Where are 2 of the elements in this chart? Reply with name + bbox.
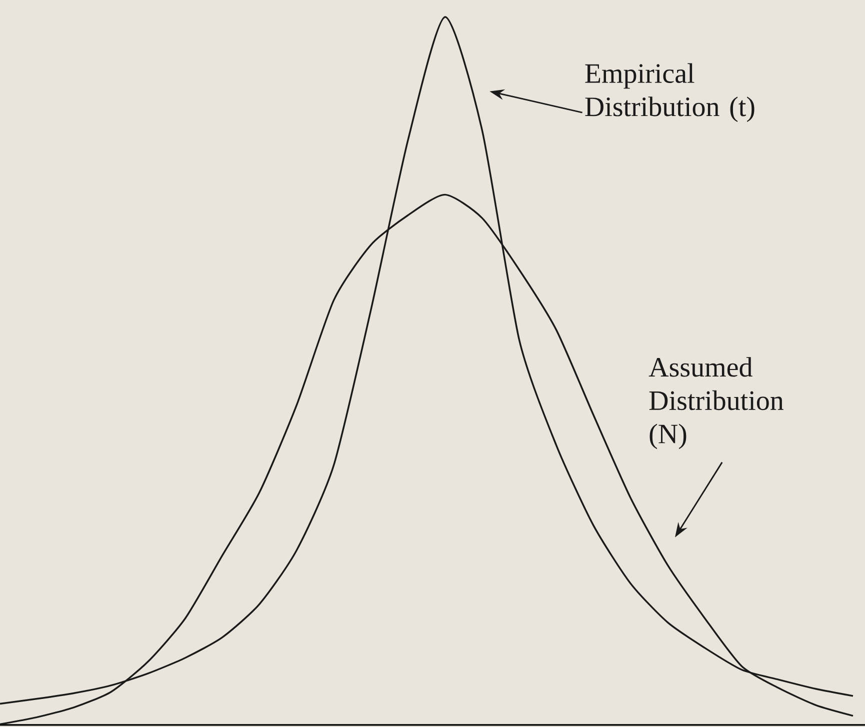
legend-label: Empirical Distribution (t) [585, 63, 754, 122]
series-label: Assumed Distribution (N) [648, 357, 784, 450]
